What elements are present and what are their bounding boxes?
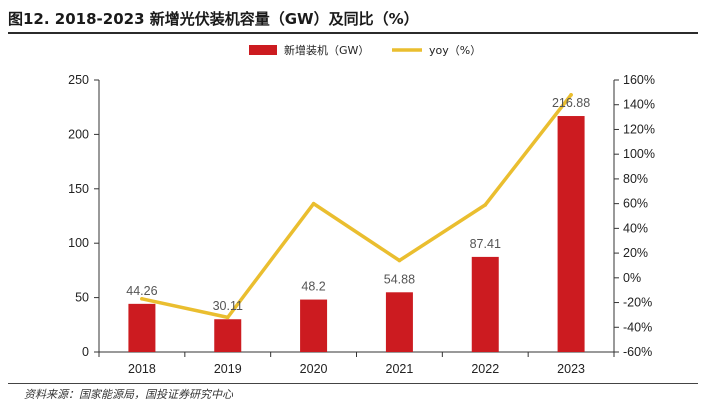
yoy-point	[397, 258, 402, 263]
bar	[128, 303, 156, 352]
left-y-tick-label: 200	[68, 127, 89, 141]
bar	[300, 299, 328, 352]
source-note: 资料来源：国家能源局，国投证券研究中心	[24, 388, 233, 401]
yoy-point	[225, 315, 230, 320]
right-y-tick-label: -60%	[623, 345, 652, 359]
bar-data-label: 54.88	[384, 272, 415, 286]
legend-bar-swatch	[249, 45, 277, 55]
left-y-tick-label: 50	[75, 291, 89, 305]
chart: 0 50 100 150 200 250 -60% -40% -20% 0% 20% 40% 60% 80…	[68, 43, 655, 376]
right-y-tick-label: 120%	[623, 122, 655, 136]
yoy-line	[140, 93, 573, 320]
right-y-tick-label: 20%	[623, 246, 648, 260]
left-y-tick-label: 250	[68, 73, 89, 87]
right-y-tick-label: -20%	[623, 296, 652, 310]
legend-line-label: yoy（%）	[429, 44, 481, 57]
chart-title: 图12. 2018-2023 新增光伏装机容量（GW）及同比（%）	[8, 10, 419, 28]
bar-data-label: 216.88	[552, 96, 590, 110]
yoy-point	[569, 93, 573, 97]
right-y-tick-label: 100%	[623, 147, 655, 161]
right-y-tick-label: 60%	[623, 197, 648, 211]
bar	[557, 116, 585, 352]
right-y-tick-label: -40%	[623, 320, 652, 334]
right-y-tick-label: 40%	[623, 221, 648, 235]
x-tick-label: 2018	[128, 362, 156, 376]
title-bar: 图12. 2018-2023 新增光伏装机容量（GW）及同比（%）	[8, 6, 698, 34]
right-y-tick-label: 0%	[623, 271, 641, 285]
yoy-point	[311, 201, 316, 206]
yoy-point	[140, 297, 144, 301]
x-tick-label: 2021	[386, 362, 414, 376]
source-divider	[8, 383, 698, 384]
legend-bar-label: 新增装机（GW）	[284, 43, 369, 57]
bar	[385, 292, 413, 352]
right-y-tick-label: 140%	[623, 98, 655, 112]
bar-data-label: 30.11	[213, 299, 243, 313]
bar-data-label: 48.2	[301, 280, 325, 294]
right-y-tick-label: 80%	[623, 172, 648, 186]
bar-data-label: 44.26	[126, 284, 157, 298]
bar-data-label: 87.41	[470, 237, 501, 251]
left-y-tick-label: 100	[68, 236, 89, 250]
bar	[214, 319, 242, 352]
x-tick-label: 2019	[214, 362, 242, 376]
x-tick-label: 2023	[557, 362, 585, 376]
right-y-tick-label: 160%	[623, 73, 655, 87]
bar	[471, 256, 499, 352]
left-y-tick-label: 0	[82, 345, 89, 359]
yoy-point	[483, 203, 488, 207]
left-y-tick-label: 150	[68, 182, 89, 196]
x-tick-label: 2022	[471, 362, 499, 376]
x-tick-label: 2020	[300, 362, 328, 376]
